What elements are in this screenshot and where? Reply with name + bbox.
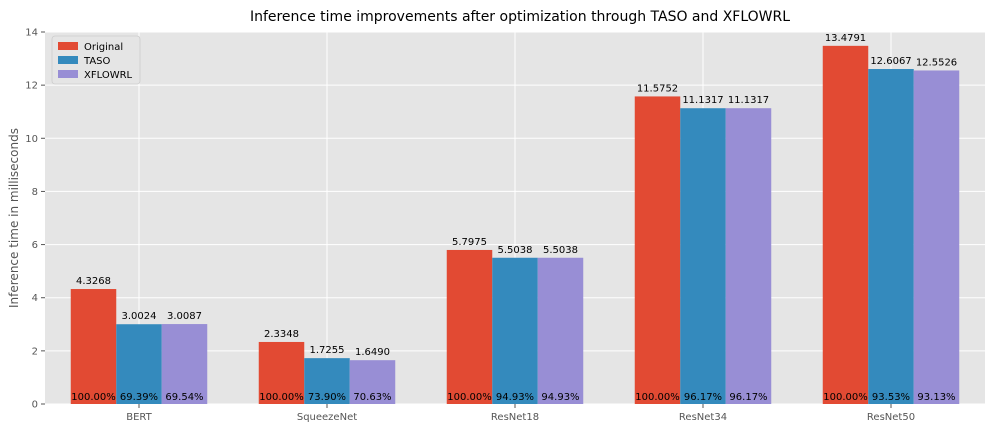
legend-swatch — [58, 56, 78, 64]
bar-percent-label: 100.00% — [259, 392, 304, 403]
x-tick-label: BERT — [126, 412, 152, 423]
x-tick-label: ResNet34 — [679, 412, 727, 423]
bar-value-label: 13.4791 — [825, 33, 866, 44]
bar-original — [822, 45, 869, 404]
bar-value-label: 11.5752 — [637, 83, 678, 94]
bar-percent-label: 96.17% — [684, 392, 722, 403]
bar-percent-label: 94.93% — [541, 392, 579, 403]
y-tick-label: 12 — [25, 81, 38, 92]
bar-value-label: 11.1317 — [728, 95, 769, 106]
y-tick-label: 14 — [25, 28, 38, 39]
legend-label: TASO — [83, 56, 111, 67]
bar-taso — [868, 69, 914, 404]
bar-percent-label: 93.53% — [872, 392, 910, 403]
legend-swatch — [58, 70, 78, 78]
legend-label: Original — [84, 42, 123, 53]
bar-percent-label: 100.00% — [635, 392, 680, 403]
bar-value-label: 2.3348 — [264, 329, 299, 340]
bar-percent-label: 100.00% — [71, 392, 116, 403]
legend-swatch — [58, 42, 78, 50]
bar-xflowrl — [161, 324, 208, 404]
bar-value-label: 5.5038 — [543, 245, 578, 256]
bar-taso — [116, 324, 162, 404]
bar-percent-label: 100.00% — [447, 392, 492, 403]
bars — [70, 45, 960, 405]
y-tick-label: 6 — [32, 240, 38, 251]
y-axis-label: Inference time in milliseconds — [7, 128, 21, 308]
bar-xflowrl — [913, 70, 960, 405]
x-tick-label: SqueezeNet — [297, 412, 357, 423]
bar-value-label: 1.7255 — [310, 345, 345, 356]
bar-taso — [492, 257, 538, 404]
bar-value-label: 1.6490 — [355, 347, 390, 358]
bar-xflowrl — [349, 360, 396, 404]
bar-percent-label: 69.54% — [165, 392, 203, 403]
chart-title: Inference time improvements after optimi… — [250, 9, 790, 25]
bar-labels: 4.3268 100.00% 2.3348 100.00% 5.7975 100.00% 1… — [71, 33, 957, 403]
bar-original — [446, 249, 493, 404]
bar-percent-label: 93.13% — [917, 392, 955, 403]
bar-percent-label: 96.17% — [729, 392, 767, 403]
y-tick-label: 4 — [32, 293, 38, 304]
bar-percent-label: 100.00% — [823, 392, 868, 403]
bar-original — [634, 96, 681, 405]
y-tick-label: 2 — [32, 346, 38, 357]
x-tick-label: ResNet50 — [867, 412, 915, 423]
bar-value-label: 3.0087 — [167, 311, 202, 322]
legend-label: XFLOWRL — [84, 70, 133, 81]
bar-original — [70, 289, 117, 404]
bar-value-label: 12.5526 — [916, 57, 957, 68]
bar-percent-label: 69.39% — [120, 392, 158, 403]
y-tick-label: 0 — [32, 400, 38, 411]
bar-value-label: 12.6067 — [870, 56, 911, 67]
bar-value-label: 3.0024 — [122, 311, 157, 322]
bar-percent-label: 73.90% — [308, 392, 346, 403]
bar-xflowrl — [537, 257, 584, 404]
bar-taso — [304, 358, 350, 404]
bar-value-label: 11.1317 — [682, 95, 723, 106]
bar-value-label: 5.7975 — [452, 237, 487, 248]
bar-percent-label: 94.93% — [496, 392, 534, 403]
bar-original — [258, 341, 305, 404]
legend: Original TASO XFLOWRL — [51, 35, 141, 85]
bar-percent-label: 70.63% — [353, 392, 391, 403]
y-axis: 0 2 4 6 8 10 12 14 — [25, 28, 45, 411]
y-tick-label: 10 — [25, 134, 38, 145]
bar-value-label: 5.5038 — [498, 245, 533, 256]
bar-xflowrl — [725, 108, 772, 404]
bar-value-label: 4.3268 — [76, 276, 111, 287]
x-axis: BERT SqueezeNet ResNet18 ResNet34 ResNet50 — [126, 404, 915, 423]
bar-taso — [680, 108, 726, 404]
x-tick-label: ResNet18 — [491, 412, 539, 423]
y-tick-label: 8 — [32, 187, 38, 198]
